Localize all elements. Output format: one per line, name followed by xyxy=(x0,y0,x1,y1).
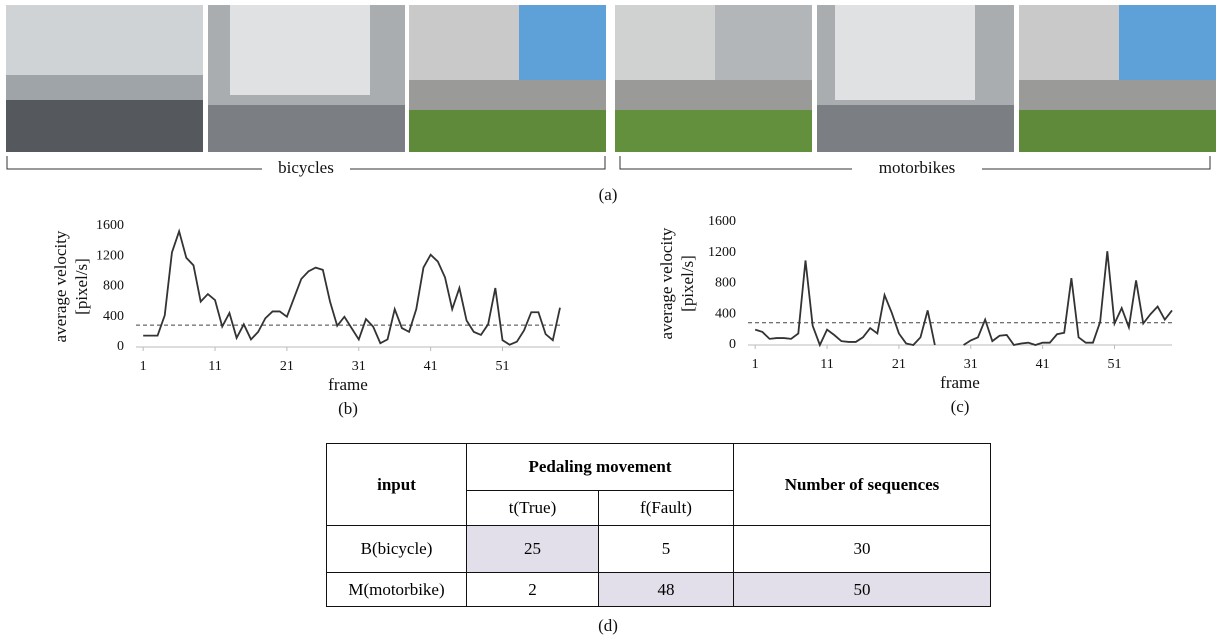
y-tick-label: 1600 xyxy=(96,218,124,233)
photo-road xyxy=(1019,80,1216,110)
y-tick-label: 0 xyxy=(117,339,124,354)
photo-building xyxy=(1019,5,1119,85)
cell: B(bicycle) xyxy=(327,526,467,573)
x-tick-label: 31 xyxy=(352,359,366,374)
header-cell: f(Fault) xyxy=(599,491,734,526)
cell: 25 xyxy=(467,526,599,573)
caption: (b) xyxy=(338,399,358,418)
x-tick-label: 41 xyxy=(1036,357,1050,372)
cell: 30 xyxy=(734,526,991,573)
group-label: motorbikes xyxy=(879,158,956,177)
y-tick-label: 1200 xyxy=(96,248,124,263)
y-tick-label: 800 xyxy=(715,276,736,291)
y-tick-label: 400 xyxy=(103,309,124,324)
header-cell: Pedaling movement xyxy=(467,444,734,491)
result-table: input Pedaling movement Number of sequen… xyxy=(326,443,991,607)
photo-road xyxy=(208,105,405,152)
y-axis-label: [pixel/s] xyxy=(72,258,91,315)
cell: 50 xyxy=(734,573,991,607)
x-tick-label: 31 xyxy=(964,357,978,372)
header-cell: Number of sequences xyxy=(734,444,991,526)
x-tick-label: 21 xyxy=(892,357,906,372)
y-tick-label: 0 xyxy=(729,337,736,352)
cell: 2 xyxy=(467,573,599,607)
x-tick-label: 41 xyxy=(424,359,438,374)
x-axis-label: frame xyxy=(328,375,368,394)
cell: 48 xyxy=(599,573,734,607)
photo-grass xyxy=(409,110,606,152)
cell: 5 xyxy=(599,526,734,573)
cell: M(motorbike) xyxy=(327,573,467,607)
y-tick-label: 1200 xyxy=(708,245,736,260)
x-tick-label: 11 xyxy=(820,357,833,372)
photo-building xyxy=(615,5,715,85)
x-tick-label: 1 xyxy=(140,359,147,374)
header-cell: input xyxy=(327,444,467,526)
caption: (c) xyxy=(951,397,970,416)
photo-grass xyxy=(1019,110,1216,152)
x-tick-label: 51 xyxy=(496,359,510,374)
photo-road xyxy=(615,80,812,110)
photo-road xyxy=(6,100,203,152)
photo-building xyxy=(409,5,519,85)
page: bicycles motorbikes (a) (d) 0 400 800 1200 1… xyxy=(0,0,1216,639)
x-tick-label: 21 xyxy=(280,359,294,374)
header-cell: t(True) xyxy=(467,491,599,526)
photos xyxy=(6,5,1216,152)
x-tick-label: 11 xyxy=(208,359,221,374)
group-label: bicycles xyxy=(278,158,334,177)
data-line xyxy=(143,231,560,344)
y-tick-label: 400 xyxy=(715,306,736,321)
photo-building xyxy=(835,5,975,100)
y-tick-label: 800 xyxy=(103,279,124,294)
photo-grass xyxy=(615,110,812,152)
caption: (a) xyxy=(599,185,618,204)
y-tick-label: 1600 xyxy=(708,214,736,229)
photo-building xyxy=(230,5,370,95)
x-axis-label: frame xyxy=(940,373,980,392)
x-tick-label: 51 xyxy=(1108,357,1122,372)
photo-road xyxy=(817,105,1014,152)
y-axis-label: [pixel/s] xyxy=(678,255,697,312)
data-line xyxy=(755,251,1172,345)
caption: (d) xyxy=(598,616,618,635)
photo-building xyxy=(6,5,203,75)
y-axis-label: average velocity xyxy=(657,227,676,339)
x-tick-label: 1 xyxy=(752,357,759,372)
y-axis-label: average velocity xyxy=(51,230,70,342)
photo-road xyxy=(409,80,606,110)
